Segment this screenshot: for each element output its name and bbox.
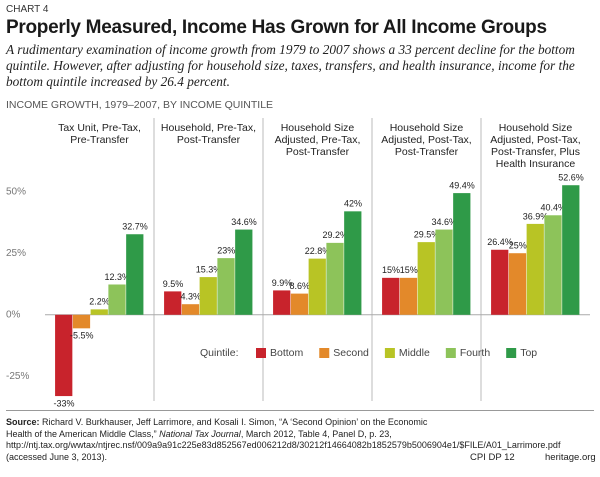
value-label: 9.9% — [272, 278, 293, 288]
y-tick-label: -25% — [6, 371, 29, 382]
panel-title: Adjusted, Post-Tax, — [381, 134, 471, 146]
bar — [235, 229, 253, 315]
legend-label: Fourth — [460, 347, 491, 359]
legend-swatch — [319, 348, 330, 358]
bar — [55, 314, 73, 397]
bar — [326, 242, 344, 315]
value-label: 25% — [509, 241, 527, 251]
bar — [344, 211, 362, 315]
bar — [290, 293, 309, 315]
value-label: 22.8% — [305, 246, 331, 256]
legend-label: Middle — [399, 347, 430, 359]
bar — [491, 249, 509, 315]
panel-title: Adjusted, Pre-Tax, — [275, 134, 361, 146]
bar — [126, 234, 144, 315]
value-label: 2.2% — [89, 297, 110, 307]
value-label: 42% — [344, 199, 362, 209]
chart-label: CHART 4 — [6, 4, 49, 15]
source: Source: Richard V. Burkhauser, Jeff Larr… — [6, 417, 560, 463]
value-label: 52.6% — [558, 173, 584, 183]
bar — [399, 277, 418, 315]
legend-swatch — [384, 348, 395, 358]
panel-title: Post-Transfer — [395, 146, 459, 158]
bar — [508, 253, 527, 315]
rule — [6, 410, 594, 411]
value-label: 12.3% — [105, 272, 131, 282]
value-label: 32.7% — [122, 222, 148, 232]
legend-label: Top — [520, 347, 537, 359]
value-label: 34.6% — [231, 217, 257, 227]
value-label: 15% — [382, 265, 400, 275]
panel-title: Post-Transfer, Plus — [491, 146, 580, 158]
value-label: 29.2% — [323, 230, 349, 240]
legend-swatch — [445, 348, 456, 358]
value-label: 29.5% — [414, 230, 440, 240]
bar — [544, 215, 562, 315]
value-label: 9.5% — [163, 279, 184, 289]
panel-title: Household Size — [499, 122, 573, 134]
legend-swatch — [256, 348, 266, 358]
bar — [199, 277, 217, 315]
subtitle: A rudimentary examination of income grow… — [6, 42, 575, 89]
bar — [273, 290, 291, 315]
legend-swatch — [506, 348, 517, 358]
source-label: Source: — [6, 417, 40, 427]
legend-label: Second — [333, 347, 369, 359]
publication-code: CPI DP 12 — [470, 452, 515, 463]
bar — [382, 277, 400, 315]
y-tick-label: 50% — [6, 186, 26, 197]
source-text: , March 2012, Table 4, Panel D, p. 23, h… — [6, 428, 561, 462]
value-label: 4.3% — [180, 292, 201, 302]
y-tick-label: 25% — [6, 248, 26, 259]
panel-title: Post-Transfer — [286, 146, 350, 158]
bar — [417, 242, 435, 315]
value-label: 40.4% — [541, 203, 567, 213]
bar — [308, 258, 326, 315]
source-text: Richard V. Burkhauser, Jeff Larrimore, a… — [6, 417, 428, 439]
panel-title: Pre-Transfer — [70, 134, 129, 146]
value-label: 15.3% — [196, 264, 222, 274]
bar — [526, 223, 544, 315]
value-label: -33% — [53, 398, 74, 408]
bar — [453, 193, 471, 315]
panel-title: Household Size — [390, 122, 464, 134]
bar — [90, 309, 108, 315]
value-label: 36.9% — [523, 211, 549, 221]
y-tick-label: 0% — [6, 309, 21, 320]
bar — [164, 291, 182, 315]
value-label: 49.4% — [449, 180, 475, 190]
chart-title: Properly Measured, Income Has Grown for … — [6, 17, 547, 38]
bar — [435, 229, 453, 315]
bar — [562, 185, 580, 315]
value-label: 26.4% — [487, 237, 513, 247]
value-label: 8.6% — [289, 281, 310, 291]
value-label: 23% — [217, 246, 235, 256]
panel-title: Household Size — [281, 122, 355, 134]
site: heritage.org — [545, 452, 596, 463]
panel-title: Health Insurance — [496, 158, 576, 170]
section-label: INCOME GROWTH, 1979–2007, BY INCOME QUIN… — [6, 99, 274, 111]
legend-title: Quintile: — [200, 347, 239, 359]
value-label: 34.6% — [432, 217, 458, 227]
value-label: -5.5% — [70, 331, 94, 341]
bar — [72, 314, 91, 329]
bar — [108, 284, 126, 315]
bar — [217, 258, 235, 315]
panel-title: Adjusted, Post-Tax, — [490, 134, 580, 146]
legend-label: Bottom — [270, 347, 304, 359]
bar — [181, 304, 200, 315]
value-label: 15% — [400, 265, 418, 275]
source-journal: National Tax Journal — [159, 428, 241, 439]
panel-title: Tax Unit, Pre-Tax, — [58, 122, 141, 134]
panel-title: Household, Pre-Tax, — [161, 122, 256, 134]
panel-title: Post-Transfer — [177, 134, 241, 146]
